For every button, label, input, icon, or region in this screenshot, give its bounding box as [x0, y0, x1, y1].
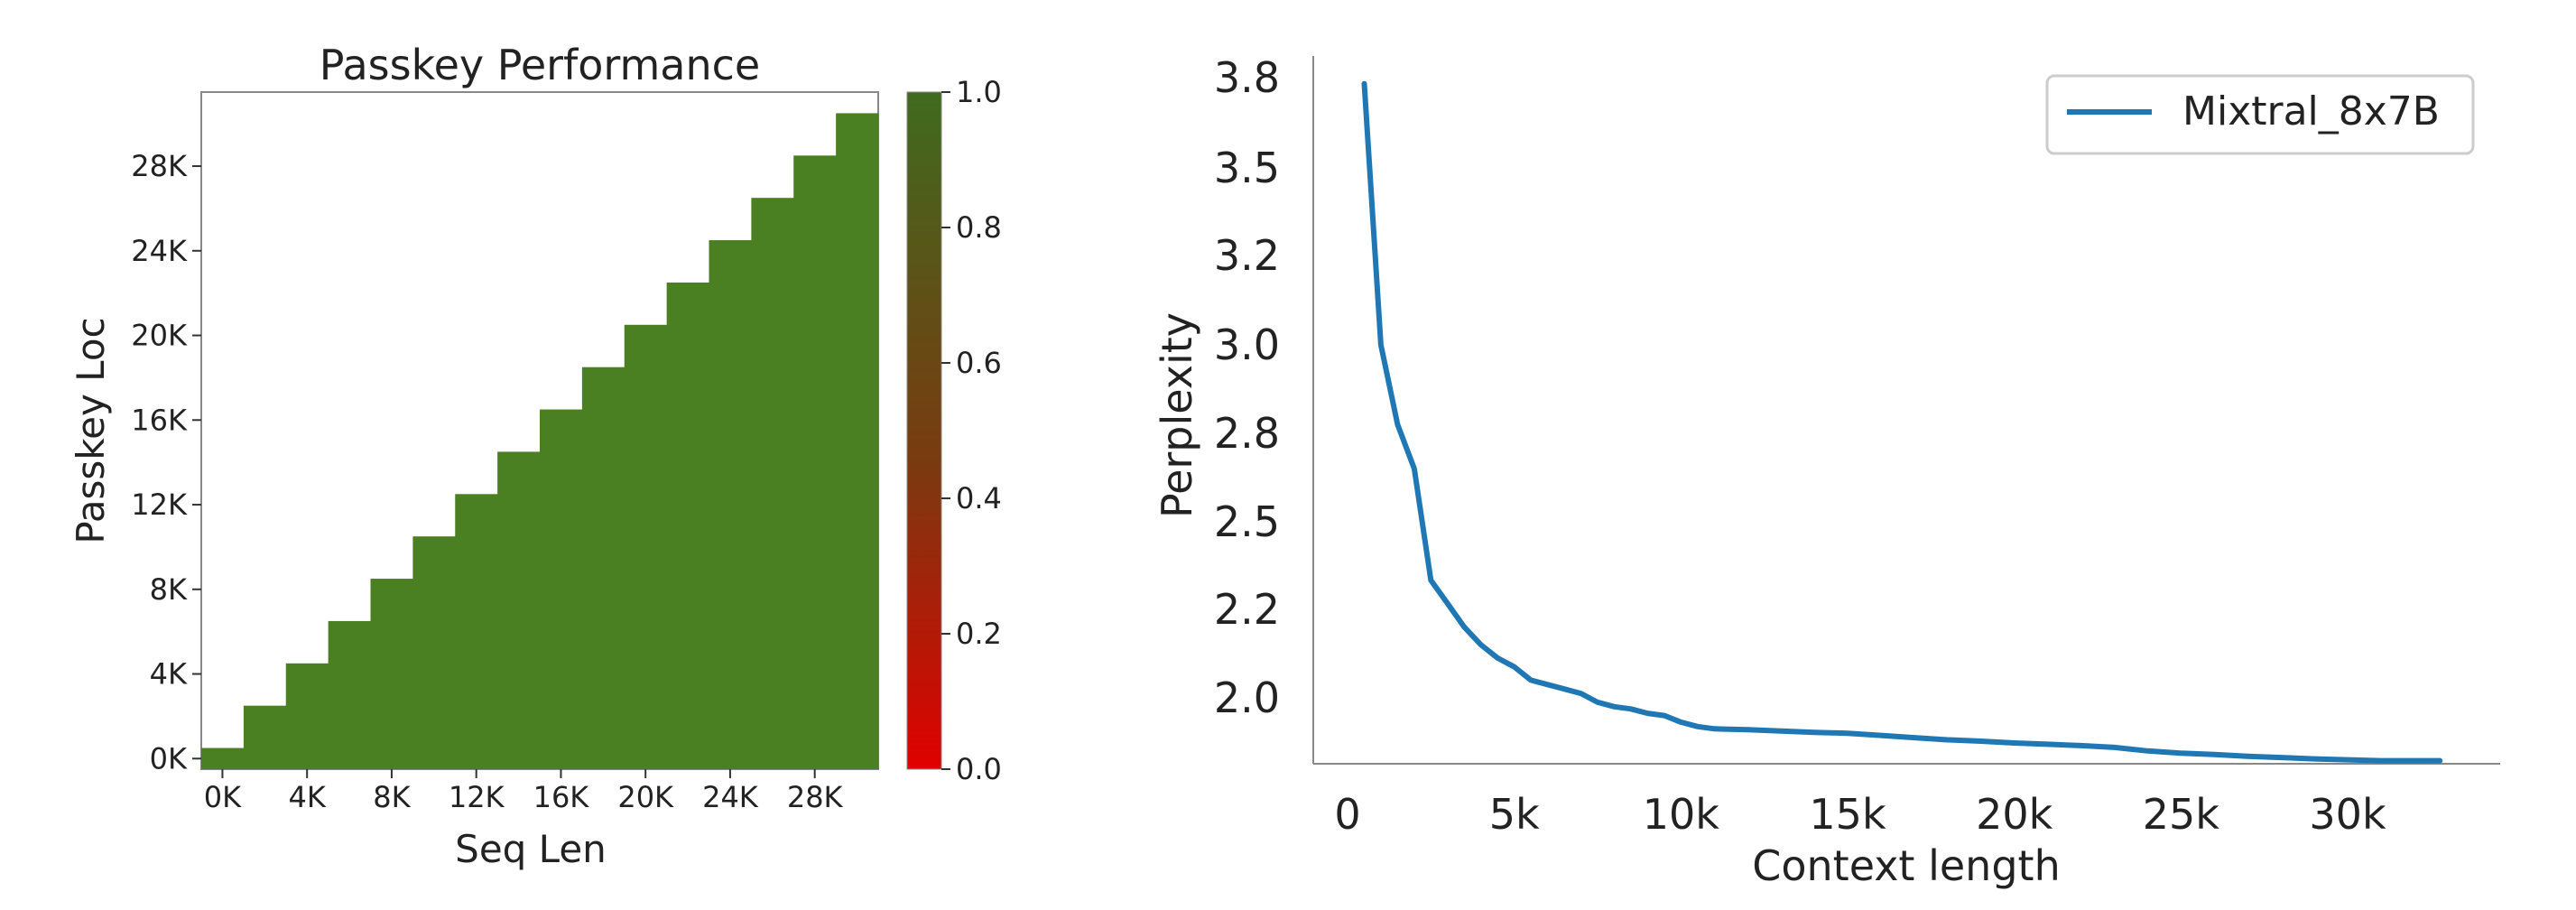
colorbar-ticks: 0.0 0.2 0.4 0.6 0.8 1.0: [941, 75, 1002, 786]
line-chart-y-axis-label: Perplexity: [1153, 312, 1201, 518]
heatmap-y-tick-label: 28K: [131, 149, 188, 183]
heatmap-x-tick-label: 28K: [787, 780, 844, 814]
line-chart-x-tick-label: 5k: [1489, 790, 1540, 839]
colorbar-tick-label: 0.4: [956, 481, 1002, 515]
heatmap-x-tick-label: 16K: [533, 780, 590, 814]
heatmap-cell: [455, 494, 498, 769]
heatmap-cell: [581, 367, 625, 769]
line-chart-series: [1361, 80, 2443, 764]
heatmap-title: Passkey Performance: [320, 41, 760, 89]
line-chart-x-axis-label: Context length: [1752, 841, 2060, 890]
heatmap-x-tick-label: 12K: [449, 780, 505, 814]
line-chart-x-tick-label: 25k: [2143, 790, 2220, 839]
heatmap-cell: [540, 409, 583, 769]
heatmap-cell: [793, 155, 837, 769]
series-line-mixtral: [1361, 80, 2443, 764]
colorbar-gradient: [906, 91, 942, 770]
heatmap-x-axis-label: Seq Len: [455, 827, 607, 871]
heatmap-cell: [751, 198, 794, 769]
heatmap-x-tick-label: 24K: [702, 780, 759, 814]
heatmap-cells: [201, 113, 879, 769]
line-chart-x-tick-label: 20k: [1976, 790, 2053, 839]
heatmap-cell: [201, 748, 245, 769]
line-chart-y-ticks: 2.0 2.2 2.5 2.8 3.0 3.2 3.5 3.8: [1214, 53, 1280, 722]
line-chart-y-tick-label: 3.8: [1214, 53, 1280, 102]
heatmap-y-tick-label: 16K: [131, 403, 188, 437]
line-chart-y-tick-label: 2.5: [1214, 497, 1280, 546]
heatmap-x-tick-label: 8K: [373, 780, 411, 814]
heatmap-cell: [285, 663, 329, 769]
heatmap-y-tick-label: 0K: [150, 741, 188, 775]
heatmap-cell: [666, 282, 710, 769]
line-chart-y-tick-label: 3.5: [1214, 144, 1280, 192]
colorbar-tick-label: 0.8: [956, 210, 1002, 245]
heatmap-y-tick-label: 24K: [131, 234, 188, 268]
heatmap-x-tick-label: 20K: [617, 780, 674, 814]
line-chart-y-tick-label: 3.2: [1214, 231, 1280, 280]
heatmap-cell: [836, 113, 879, 769]
line-chart-panel: 0 5k 10k 15k 20k 25k 30k 2.0 2.2 2.5 2.8 3.0 3.2 3.5…: [1153, 53, 2500, 890]
heatmap-panel: Passkey Performance 0K 4K 8K 12K 16K 20K 24K 28…: [69, 41, 879, 871]
heatmap-cell: [497, 451, 541, 769]
heatmap-cell: [328, 620, 372, 769]
heatmap-x-tick-label: 0K: [204, 780, 242, 814]
heatmap-y-axis-label: Passkey Loc: [69, 317, 113, 543]
heatmap-x-tick-label: 4K: [289, 780, 327, 814]
legend-frame: [2045, 74, 2475, 155]
colorbar: 0.0 0.2 0.4 0.6 0.8 1.0: [906, 75, 1002, 786]
line-chart-x-tick-label: 10k: [1643, 790, 1720, 839]
line-chart-legend: Mixtral_8x7B: [2045, 74, 2475, 155]
line-chart-y-tick-label: 3.0: [1214, 320, 1280, 369]
heatmap-y-ticks: 0K 4K 8K 12K 16K 20K 24K 28K: [131, 149, 201, 775]
legend-label: Mixtral_8x7B: [2182, 88, 2440, 135]
heatmap-y-tick-label: 8K: [150, 572, 188, 607]
heatmap-y-tick-label: 12K: [131, 488, 188, 522]
heatmap-y-tick-label: 4K: [150, 657, 188, 692]
colorbar-tick-label: 0.2: [956, 617, 1002, 651]
heatmap-cell: [624, 324, 668, 769]
line-chart-x-ticks: 0 5k 10k 15k 20k 25k 30k: [1334, 790, 2386, 839]
heatmap-x-ticks: 0K 4K 8K 12K 16K 20K 24K 28K: [204, 769, 844, 814]
line-chart-y-tick-label: 2.2: [1214, 585, 1280, 634]
heatmap-cell: [709, 240, 752, 769]
heatmap-cell: [243, 705, 287, 769]
line-chart-x-tick-label: 30k: [2309, 790, 2386, 839]
colorbar-tick-label: 0.6: [956, 346, 1002, 380]
heatmap-cell: [412, 536, 456, 769]
heatmap-y-tick-label: 20K: [131, 319, 188, 353]
colorbar-tick-label: 1.0: [956, 75, 1002, 109]
colorbar-tick-label: 0.0: [956, 752, 1002, 786]
line-chart-x-tick-label: 0: [1334, 790, 1360, 839]
line-chart-y-tick-label: 2.8: [1214, 409, 1280, 458]
line-chart-x-tick-label: 15k: [1809, 790, 1886, 839]
line-chart-y-tick-label: 2.0: [1214, 673, 1280, 722]
heatmap-cell: [370, 579, 413, 769]
